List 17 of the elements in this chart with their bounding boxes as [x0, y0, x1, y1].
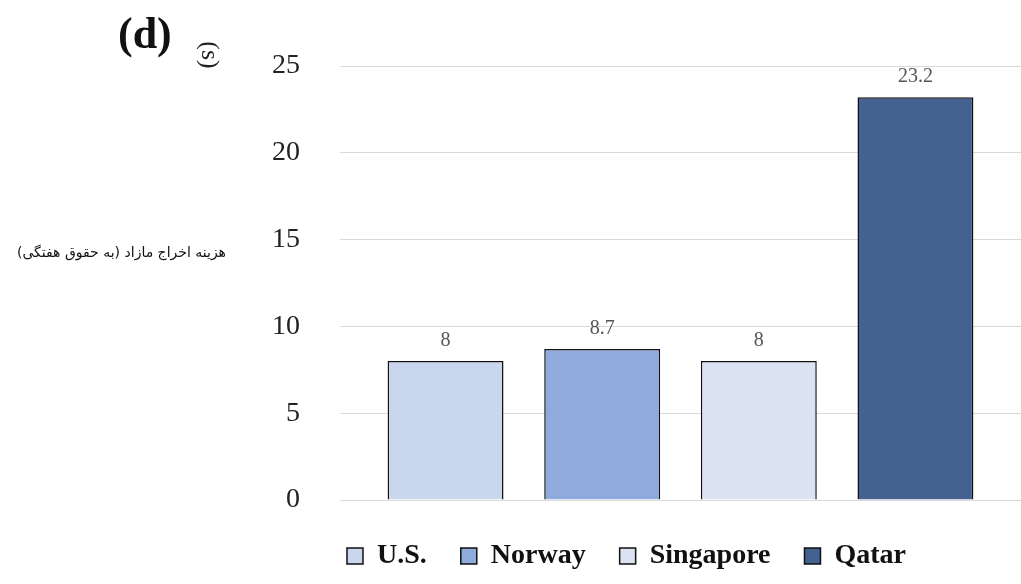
- y-tick-label: 25: [272, 48, 300, 80]
- data-label: 8: [753, 328, 764, 351]
- legend-label: Singapore: [649, 538, 771, 570]
- legend-label: U.S.: [376, 538, 427, 570]
- legend-label: Norway: [490, 538, 586, 570]
- y-tick-label: 15: [272, 221, 300, 253]
- legend-label: Qatar: [834, 538, 907, 570]
- data-label: 8.7: [589, 316, 615, 339]
- data-label: 23.2: [897, 64, 933, 87]
- y-axis-title: هزینه اخراج مازاد (به حقوق هفتگی): [15, 243, 226, 262]
- y-tick-label: 0: [286, 482, 300, 514]
- text: (s): [194, 41, 225, 69]
- y-tick-label: 20: [272, 135, 300, 167]
- y-tick-label: 5: [286, 395, 300, 427]
- data-label: 8: [440, 328, 451, 351]
- y-tick-label: 10: [272, 308, 300, 340]
- chart-title: (d): [118, 8, 172, 59]
